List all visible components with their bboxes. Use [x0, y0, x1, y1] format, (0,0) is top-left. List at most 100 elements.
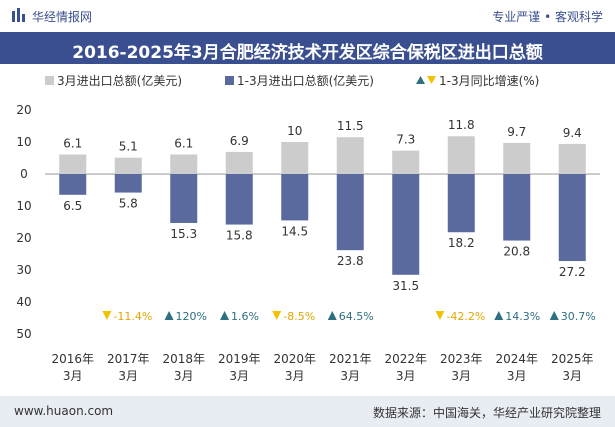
bar-monthly [558, 143, 586, 174]
legend-label-growth: 1-3月同比增速(%) [439, 74, 539, 88]
growth-up-triangle-icon [327, 311, 337, 320]
bar-chart-logo-icon [12, 8, 26, 22]
growth-label: 30.7% [561, 310, 596, 323]
growth-label: -42.2% [446, 310, 485, 323]
y-tick-label: 30 [16, 263, 31, 277]
bar-cumulative [281, 174, 309, 221]
footer: www.huaon.com 数据来源：中国海关，华经产业研究院整理 [0, 396, 615, 427]
data-label-cumulative: 15.8 [226, 229, 253, 243]
data-label-monthly: 11.5 [337, 119, 364, 133]
growth-down-triangle-icon [102, 311, 112, 320]
legend-swatch-monthly [45, 76, 54, 85]
bar-monthly [503, 142, 531, 174]
data-label-monthly: 7.3 [396, 133, 415, 147]
data-source: 数据来源：中国海关，华经产业研究院整理 [372, 406, 601, 420]
x-tick-label-year: 2021年 [329, 352, 372, 366]
site-url: www.huaon.com [14, 404, 114, 418]
bar-monthly [59, 154, 87, 174]
growth-up-triangle-icon [220, 311, 230, 320]
growth-label: -8.5% [283, 310, 315, 323]
y-tick-label: 20 [16, 103, 31, 117]
data-label-cumulative: 15.3 [170, 227, 197, 241]
bar-cumulative [170, 174, 198, 223]
y-tick-label: 10 [16, 135, 31, 149]
bar-cumulative [558, 174, 586, 262]
bar-monthly [225, 151, 253, 174]
bar-cumulative [336, 174, 364, 251]
y-tick-label: 10 [16, 199, 31, 213]
bar-monthly [336, 137, 364, 174]
y-tick-label: 0 [20, 167, 28, 181]
data-label-monthly: 9.7 [507, 125, 526, 139]
data-label-cumulative: 14.5 [281, 224, 308, 238]
data-label-cumulative: 27.2 [559, 265, 586, 279]
bar-monthly [281, 142, 309, 174]
legend-label-cumulative: 1-3月进出口总额(亿美元) [237, 73, 374, 88]
title-bar: 2016-2025年3月合肥经济技术开发区综合保税区进出口总额 [0, 32, 615, 64]
data-label-cumulative: 23.8 [337, 254, 364, 268]
growth-label: 120% [176, 310, 207, 323]
legend-up-triangle-icon [416, 76, 425, 84]
growth-up-triangle-icon [164, 311, 174, 320]
bar-cumulative [392, 174, 420, 275]
y-tick-label: 40 [16, 295, 31, 309]
growth-up-triangle-icon [494, 311, 504, 320]
legend-swatch-cumulative [225, 76, 234, 85]
x-tick-label-year: 2017年 [107, 352, 150, 366]
bar-monthly [170, 154, 198, 174]
bar-cumulative [503, 174, 531, 241]
data-label-monthly: 10 [287, 124, 302, 138]
bar-monthly [447, 136, 475, 174]
x-tick-label-year: 2024年 [495, 352, 538, 366]
x-tick-label-year: 2022年 [384, 352, 427, 366]
x-tick-label-year: 2023年 [440, 352, 483, 366]
data-label-monthly: 5.1 [119, 140, 138, 154]
data-label-cumulative: 18.2 [448, 236, 475, 250]
x-tick-label-month: 3月 [285, 369, 305, 383]
x-tick-label-month: 3月 [174, 369, 194, 383]
data-label-monthly: 6.1 [174, 136, 193, 150]
data-label-cumulative: 6.5 [63, 199, 82, 213]
growth-up-triangle-icon [549, 311, 559, 320]
growth-row: -11.4% 120% 1.6% -8.5% 64.5% -42.2% 14.3% 30.7% [102, 310, 596, 323]
growth-down-triangle-icon [272, 311, 282, 320]
growth-label: 64.5% [339, 310, 374, 323]
data-label-monthly: 11.8 [448, 118, 475, 132]
x-tick-label-month: 3月 [562, 369, 582, 383]
growth-label: -11.4% [113, 310, 152, 323]
growth-label: 14.3% [505, 310, 540, 323]
legend-down-triangle-icon [427, 76, 436, 84]
y-tick-label: 50 [16, 327, 31, 341]
growth-down-triangle-icon [435, 311, 445, 320]
x-tick-label-year: 2025年 [551, 352, 594, 366]
brand-name: 华经情报网 [32, 10, 93, 24]
data-label-monthly: 9.4 [563, 126, 582, 140]
x-tick-label-year: 2019年 [218, 352, 261, 366]
x-tick-label-month: 3月 [396, 369, 416, 383]
data-label-cumulative: 31.5 [392, 279, 419, 293]
legend: 3月进出口总额(亿美元) 1-3月进出口总额(亿美元) 1-3月同比增速(%) [45, 73, 539, 88]
bar-cumulative [447, 174, 475, 233]
x-tick-label-month: 3月 [340, 369, 360, 383]
bars: 6.1 6.5 5.1 5.8 6.1 15.3 6.9 15.8 10 14.5 11.5 23.8… [59, 118, 586, 293]
bar-monthly [392, 150, 420, 174]
bar-cumulative [225, 174, 253, 225]
x-tick-label-year: 2018年 [162, 352, 205, 366]
chart-title: 2016-2025年3月合肥经济技术开发区综合保税区进出口总额 [72, 43, 543, 63]
growth-label: 1.6% [231, 310, 259, 323]
top-bar: 华经情报网 专业严谨 • 客观科学 [0, 0, 615, 32]
x-tick-label-month: 3月 [63, 369, 83, 383]
x-tick-label-year: 2016年 [51, 352, 94, 366]
x-axis: 2016年 3月 2017年 3月 2018年 3月 2019年 3月 2020年 3月 2021年… [51, 352, 593, 383]
data-label-cumulative: 20.8 [503, 245, 530, 259]
bar-monthly [114, 157, 142, 174]
bar-cumulative [59, 174, 87, 195]
x-tick-label-month: 3月 [451, 369, 471, 383]
bar-cumulative [114, 174, 142, 193]
x-tick-label-month: 3月 [118, 369, 138, 383]
slogan: 专业严谨 • 客观科学 [492, 10, 603, 24]
x-tick-label-month: 3月 [229, 369, 249, 383]
legend-label-monthly: 3月进出口总额(亿美元) [57, 73, 182, 88]
y-tick-label: 20 [16, 231, 31, 245]
